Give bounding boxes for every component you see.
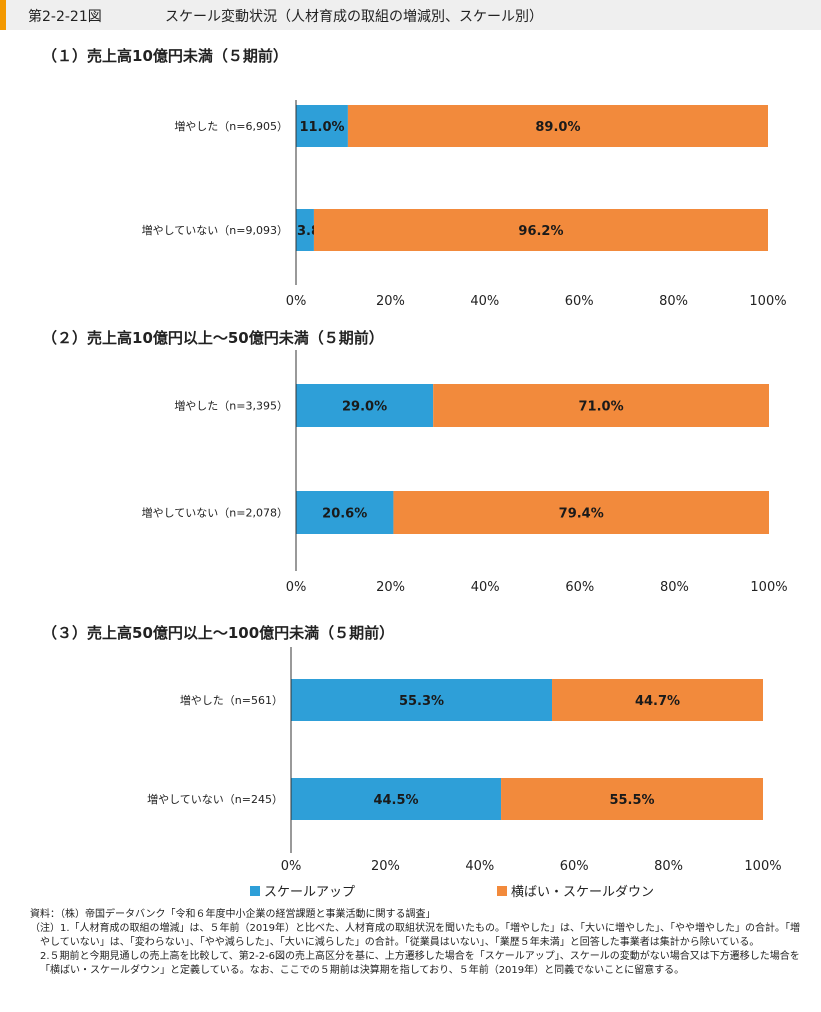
data-label: 55.3% [399,694,444,709]
notes: 資料：（株）帝国データバンク「令和６年度中小企業の経営課題と事業活動に関する調査… [30,908,800,978]
figure-header: 第2-2-21図 スケール変動状況（人材育成の取組の増減別、スケール別） [0,0,821,30]
x-tick-label: 0% [286,580,307,595]
chart-1: 増やした（n=6,905）11.0%89.0%増やしていない（n=9,093）3… [142,100,787,309]
category-label: 増やした（n=3,395） [174,400,288,413]
data-label: 11.0% [299,120,344,135]
x-tick-label: 60% [565,580,594,595]
bar-segment-flat-down [347,105,768,147]
chart-1-title: （１）売上高10億円未満（５期前） [42,47,288,65]
chart-3: 増やした（n=561） 55.3% 44.7% 増やしていない（n=245） 44.5%… [147,647,782,874]
data-label: 20.6% [322,507,367,522]
data-label: 96.2% [518,224,563,239]
bar-segment-scale-up [291,778,502,820]
figure-title: スケール変動状況（人材育成の取組の増減別、スケール別） [165,9,543,25]
category-label: 増やしていない（n=2,078） [142,507,288,520]
data-label: 55.5% [609,793,654,808]
x-tick-label: 80% [654,859,683,874]
x-tick-label: 60% [560,859,589,874]
bar-segment-flat-down [433,384,769,427]
note-source: 資料：（株）帝国データバンク「令和６年度中小企業の経営課題と事業活動に関する調査… [30,909,436,920]
bar-segment-scale-up [296,491,394,534]
legend-swatch-scale-up [250,885,260,896]
bar-segment-scale-up [291,679,553,721]
data-label: 44.7% [635,694,680,709]
x-tick-label: 100% [749,294,786,309]
x-tick-label: 20% [376,580,405,595]
bar-segment-scale-up [296,105,348,147]
category-label: 増やしていない（n=9,093） [142,224,288,237]
bar-segment-flat-down [501,778,763,820]
data-label: 79.4% [559,507,604,522]
legend-label-flat-down: 横ばい・スケールダウン [511,885,655,900]
x-tick-label: 20% [376,294,405,309]
category-label: 増やした（n=561） [180,694,283,707]
category-label: 増やしていない（n=245） [147,793,283,806]
chart-3-title: （３）売上高50億円以上～100億円未満（５期前） [42,624,395,642]
note-1: （注）1.「人材育成の取組の増減」は、５年前（2019年）と比べた、人材育成の取… [30,923,800,948]
legend-scale-up: スケールアップ [250,881,355,900]
legend-label-scale-up: スケールアップ [264,885,356,900]
x-tick-label: 100% [750,580,787,595]
data-label: 71.0% [579,400,624,415]
x-tick-label: 40% [465,859,494,874]
bar-segment-flat-down [552,679,763,721]
note-2: 2.５期前と今期見通しの売上高を比較して、第2-2-6図の売上高区分を基に、上方… [40,951,800,976]
data-label: 29.0% [342,400,387,415]
legend-flat-down: 横ばい・スケールダウン [497,881,654,900]
bar-segment-flat-down [393,491,769,534]
x-tick-label: 40% [470,294,499,309]
x-tick-label: 100% [744,859,781,874]
data-label: 44.5% [373,793,418,808]
x-tick-label: 0% [286,294,307,309]
x-tick-label: 0% [281,859,302,874]
chart-2-title: （２）売上高10億円以上～50億円未満（５期前） [42,329,384,347]
header-accent-bar [0,0,6,30]
category-label: 増やした（n=6,905） [174,120,288,133]
legend-swatch-flat-down [497,885,507,896]
figure-number: 第2-2-21図 [28,9,102,25]
chart-2: 増やした（n=3,395） 29.0% 71.0% 増やしていない（n=2,078） 2… [142,350,788,595]
bar-segment-scale-up [296,209,314,251]
x-tick-label: 60% [565,294,594,309]
bar-segment-flat-down [313,209,768,251]
bar-segment-scale-up [296,384,434,427]
x-tick-label: 40% [471,580,500,595]
x-tick-label: 80% [659,294,688,309]
x-tick-label: 20% [371,859,400,874]
x-tick-label: 80% [660,580,689,595]
data-label: 89.0% [535,120,580,135]
